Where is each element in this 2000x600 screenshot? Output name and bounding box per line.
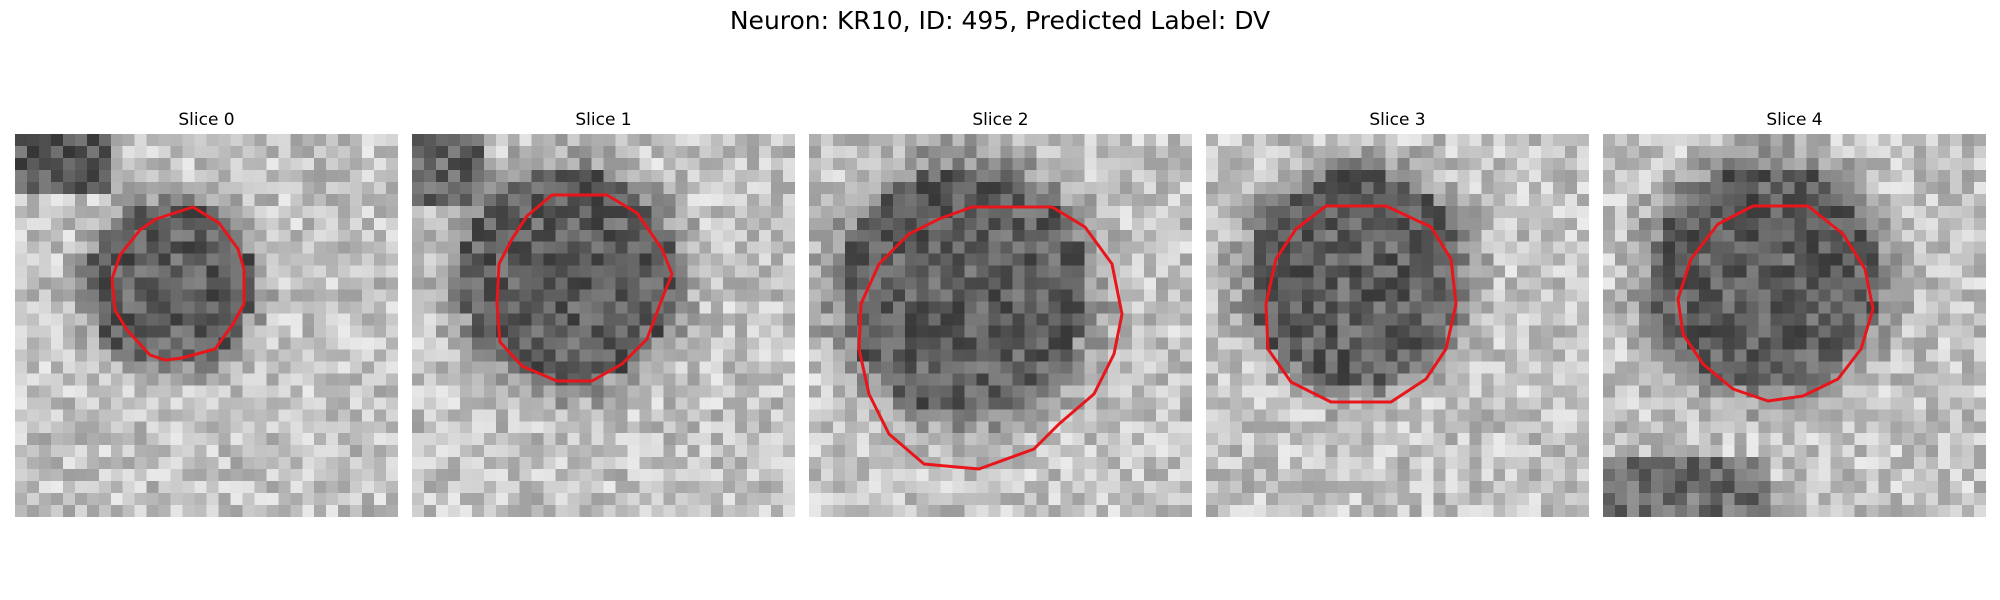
slice-image-2	[809, 134, 1192, 517]
slice-title-0: Slice 0	[178, 110, 235, 130]
slice-image-0	[15, 134, 398, 517]
slice-image-3	[1206, 134, 1589, 517]
roi-contour-4	[1676, 204, 1875, 403]
roi-contour-0	[110, 205, 246, 362]
slice-panel-2: Slice 2	[809, 108, 1192, 517]
slice-title-2: Slice 2	[972, 110, 1029, 130]
slice-panel-0: Slice 0	[15, 108, 398, 517]
slice-title-1: Slice 1	[575, 110, 632, 130]
roi-contour-2	[857, 205, 1124, 471]
slice-panel-3: Slice 3	[1206, 108, 1589, 517]
slice-title-3: Slice 3	[1369, 110, 1426, 130]
slice-image-4	[1603, 134, 1986, 517]
slice-title-4: Slice 4	[1766, 110, 1823, 130]
roi-contour-3	[1264, 204, 1458, 404]
figure-title: Neuron: KR10, ID: 495, Predicted Label: …	[729, 6, 1271, 35]
slice-panel-1: Slice 1	[412, 108, 795, 517]
roi-contour-1	[495, 193, 674, 383]
slice-panel-4: Slice 4	[1603, 108, 1986, 517]
slice-image-1	[412, 134, 795, 517]
